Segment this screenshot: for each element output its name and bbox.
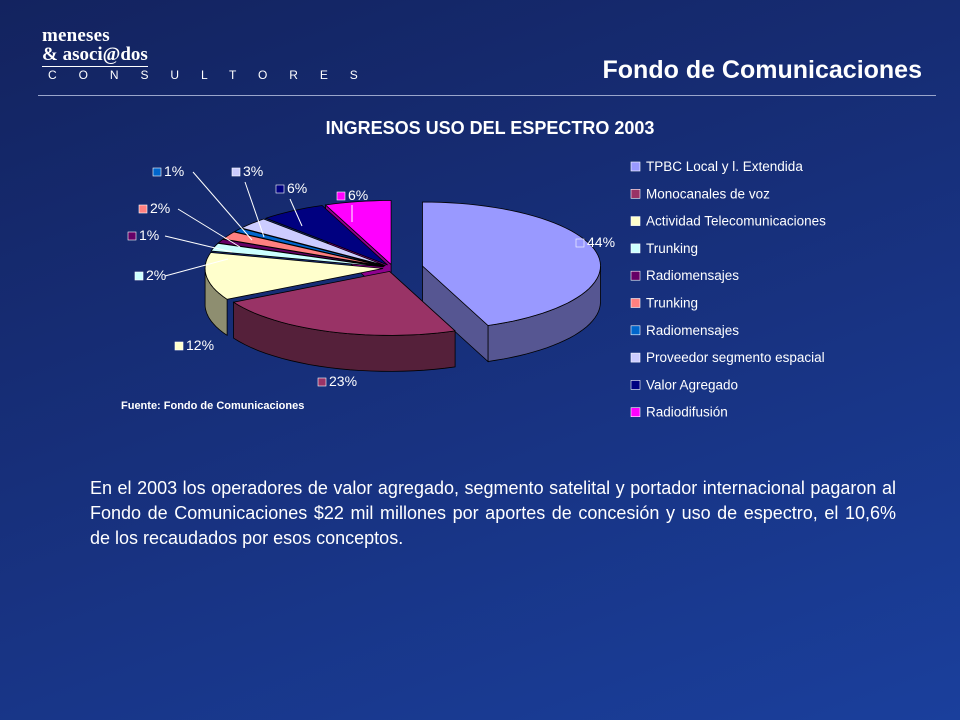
data-label-3: 12% xyxy=(186,337,214,353)
legend-label-5: Radiomensajes xyxy=(646,268,739,283)
chart-source: Fuente: Fondo de Comunicaciones xyxy=(121,400,304,412)
body-paragraph: En el 2003 los operadores de valor agreg… xyxy=(90,478,896,548)
data-label-10: 6% xyxy=(348,187,368,203)
leader-line-4 xyxy=(164,258,229,277)
data-label-swatch-8 xyxy=(231,167,241,177)
legend-label-4: Trunking xyxy=(646,241,698,256)
legend-swatch-10 xyxy=(630,407,641,418)
leader-line-8 xyxy=(244,181,265,238)
pie-data-labels: 44% 23% 12% 2% 1% 2% 1% 3% 6% 6% xyxy=(127,163,615,389)
logo-line-1: meneses xyxy=(42,25,110,46)
data-label-5: 1% xyxy=(139,227,159,243)
legend-swatch-7 xyxy=(630,325,641,336)
leader-line-7 xyxy=(192,171,253,241)
chart-legend: TPBC Local y l. Extendida Monocanales de … xyxy=(630,159,826,420)
legend-swatch-3 xyxy=(630,216,641,226)
legend-label-3: Actividad Telecomunicaciones xyxy=(646,214,826,229)
data-label-swatch-1 xyxy=(575,238,585,248)
data-label-8: 3% xyxy=(243,163,263,179)
data-label-2: 23% xyxy=(329,373,357,389)
header-divider xyxy=(38,95,936,96)
legend-label-9: Valor Agregado xyxy=(646,377,738,392)
data-label-swatch-7 xyxy=(152,167,162,177)
data-label-swatch-2 xyxy=(317,377,327,387)
leader-line-6 xyxy=(177,208,241,248)
legend-label-1: TPBC Local y l. Extendida xyxy=(646,159,803,174)
data-label-7: 1% xyxy=(164,163,184,179)
legend-swatch-1 xyxy=(630,161,641,172)
data-label-swatch-5 xyxy=(127,231,137,241)
legend-label-8: Proveedor segmento espacial xyxy=(646,350,825,365)
leader-line-5 xyxy=(164,235,233,253)
logo-line-3: C O N S U L T O R E S xyxy=(48,68,368,82)
data-label-swatch-10 xyxy=(336,191,346,201)
legend-swatch-6 xyxy=(630,298,641,308)
data-label-4: 2% xyxy=(146,267,166,283)
logo-line-2: & asoci@dos xyxy=(42,44,148,67)
legend-label-7: Radiomensajes xyxy=(646,323,739,338)
data-label-9: 6% xyxy=(287,180,307,196)
data-label-6: 2% xyxy=(150,200,170,216)
leader-line-9 xyxy=(289,198,303,227)
legend-swatch-5 xyxy=(630,270,641,281)
pie-slice-3 xyxy=(204,252,384,300)
legend-label-2: Monocanales de voz xyxy=(646,186,770,201)
pie-slice-7 xyxy=(233,227,385,267)
legend-swatch-9 xyxy=(630,380,641,390)
legend-swatch-2 xyxy=(630,189,641,199)
data-label-swatch-6 xyxy=(138,204,148,214)
legend-swatch-8 xyxy=(630,352,641,363)
pie-slice-1 xyxy=(422,201,601,326)
legend-swatch-4 xyxy=(630,243,641,254)
data-label-swatch-9 xyxy=(275,184,285,194)
pie-top-faces xyxy=(204,200,601,336)
data-label-1: 44% xyxy=(587,234,615,250)
pie-slice-10 xyxy=(324,200,392,266)
company-logo: meneses & asoci@dos C O N S U L T O R E … xyxy=(42,25,358,82)
legend-label-10: Radiodifusión xyxy=(646,405,728,420)
data-label-swatch-3 xyxy=(174,341,184,351)
pie-slice-9 xyxy=(264,205,388,266)
chart-title: INGRESOS USO DEL ESPECTRO 2003 xyxy=(326,118,655,138)
pie-chart: INGRESOS USO DEL ESPECTRO 2003 Fuente: Fo… xyxy=(121,118,826,420)
slide-title: Fondo de Comunicaciones xyxy=(602,56,922,84)
data-label-swatch-4 xyxy=(134,271,144,281)
legend-label-6: Trunking xyxy=(646,296,698,311)
pie-slice-2 xyxy=(232,270,457,336)
pie-slice-6 xyxy=(222,231,385,267)
